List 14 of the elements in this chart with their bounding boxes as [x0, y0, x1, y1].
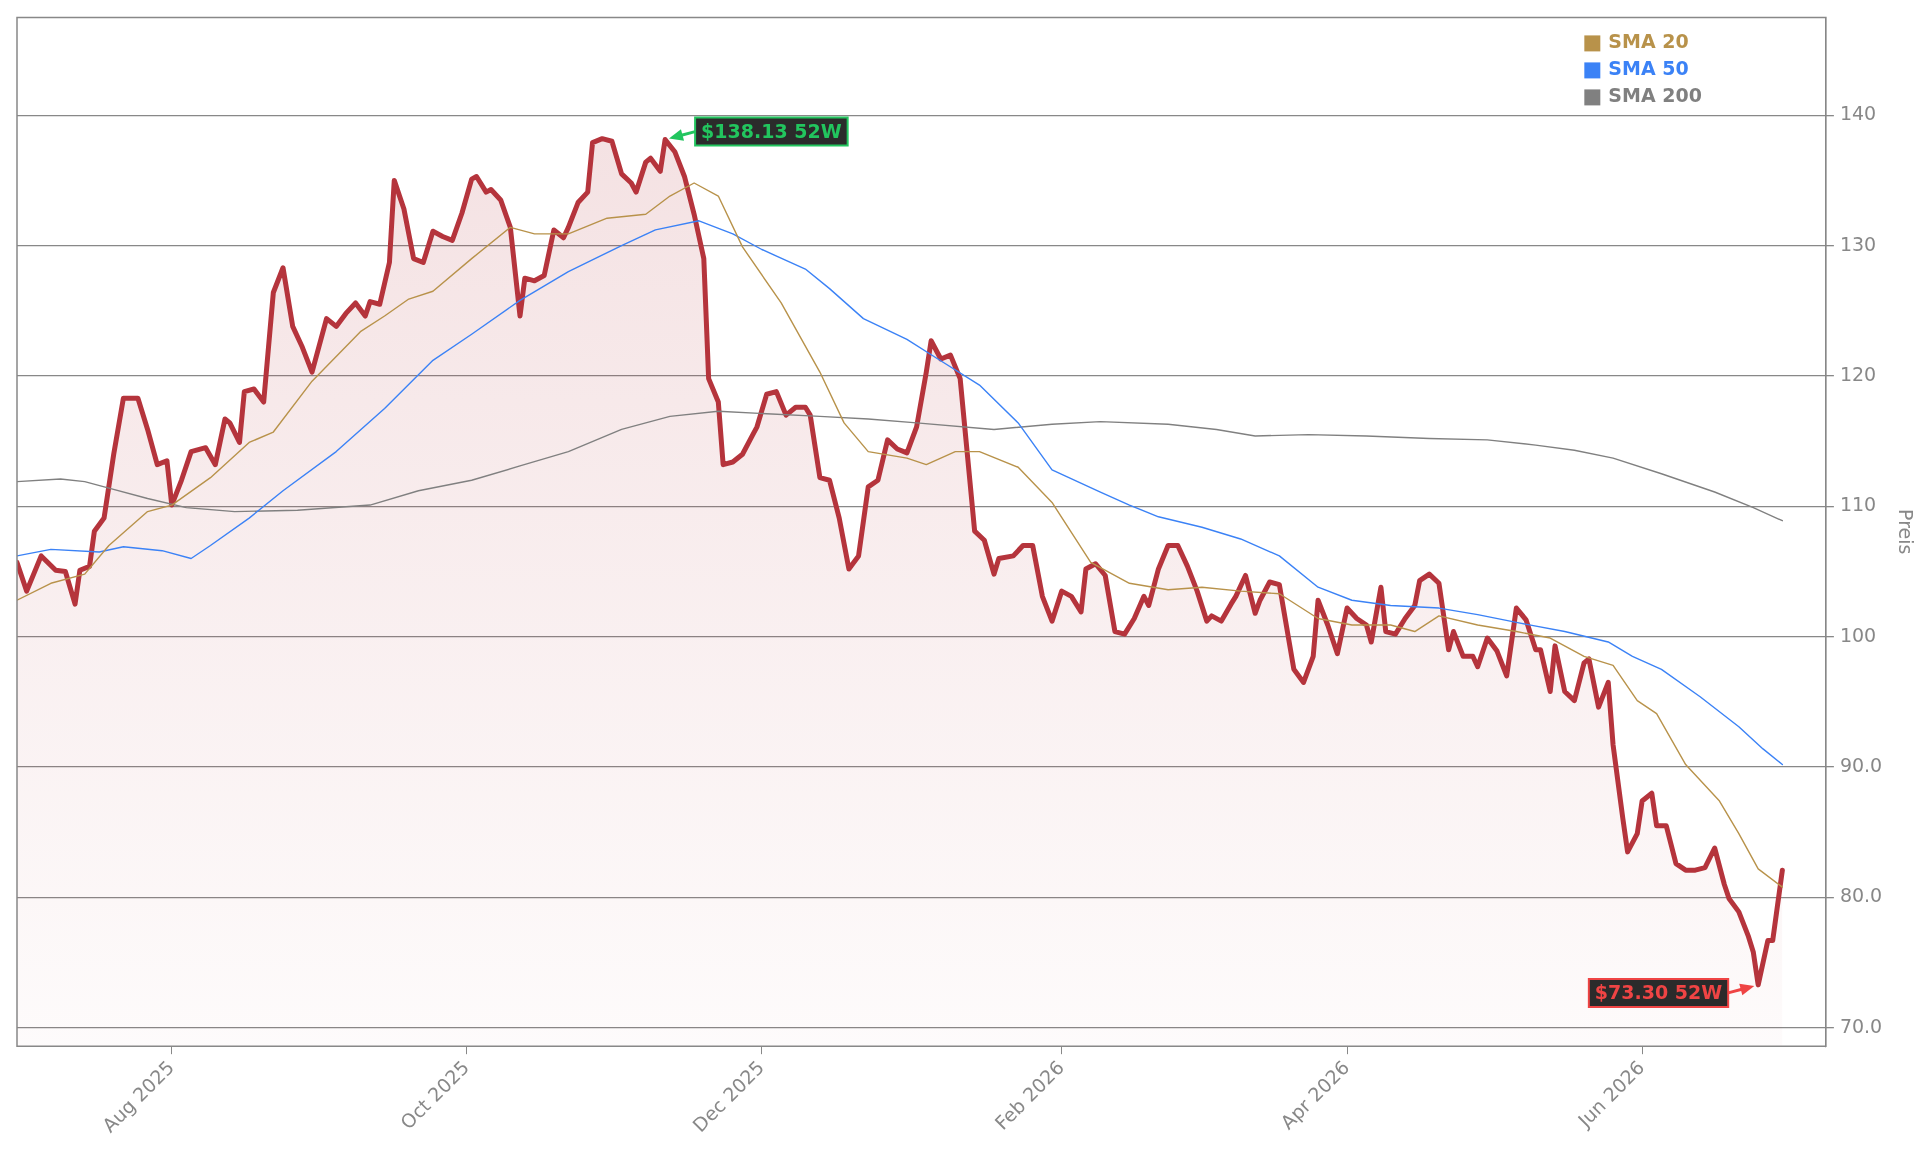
legend-label: SMA 50: [1608, 57, 1689, 80]
annotation: $138.13 52W: [701, 119, 842, 142]
y-axis-title: Preis: [1894, 509, 1917, 555]
y-tick-label: 70.0: [1839, 1014, 1883, 1037]
y-tick-label: 140: [1839, 102, 1877, 125]
y-tick-label: 80.0: [1839, 884, 1883, 907]
y-tick-label: 100: [1839, 623, 1877, 646]
y-tick-label: 110: [1839, 493, 1877, 516]
legend-label: SMA 200: [1608, 84, 1702, 107]
legend-label: SMA 20: [1608, 30, 1689, 53]
y-tick-label: 120: [1839, 362, 1877, 385]
annotation: $73.30 52W: [1594, 980, 1723, 1003]
y-tick-label: 130: [1839, 232, 1877, 255]
y-tick-label: 90.0: [1839, 754, 1883, 777]
